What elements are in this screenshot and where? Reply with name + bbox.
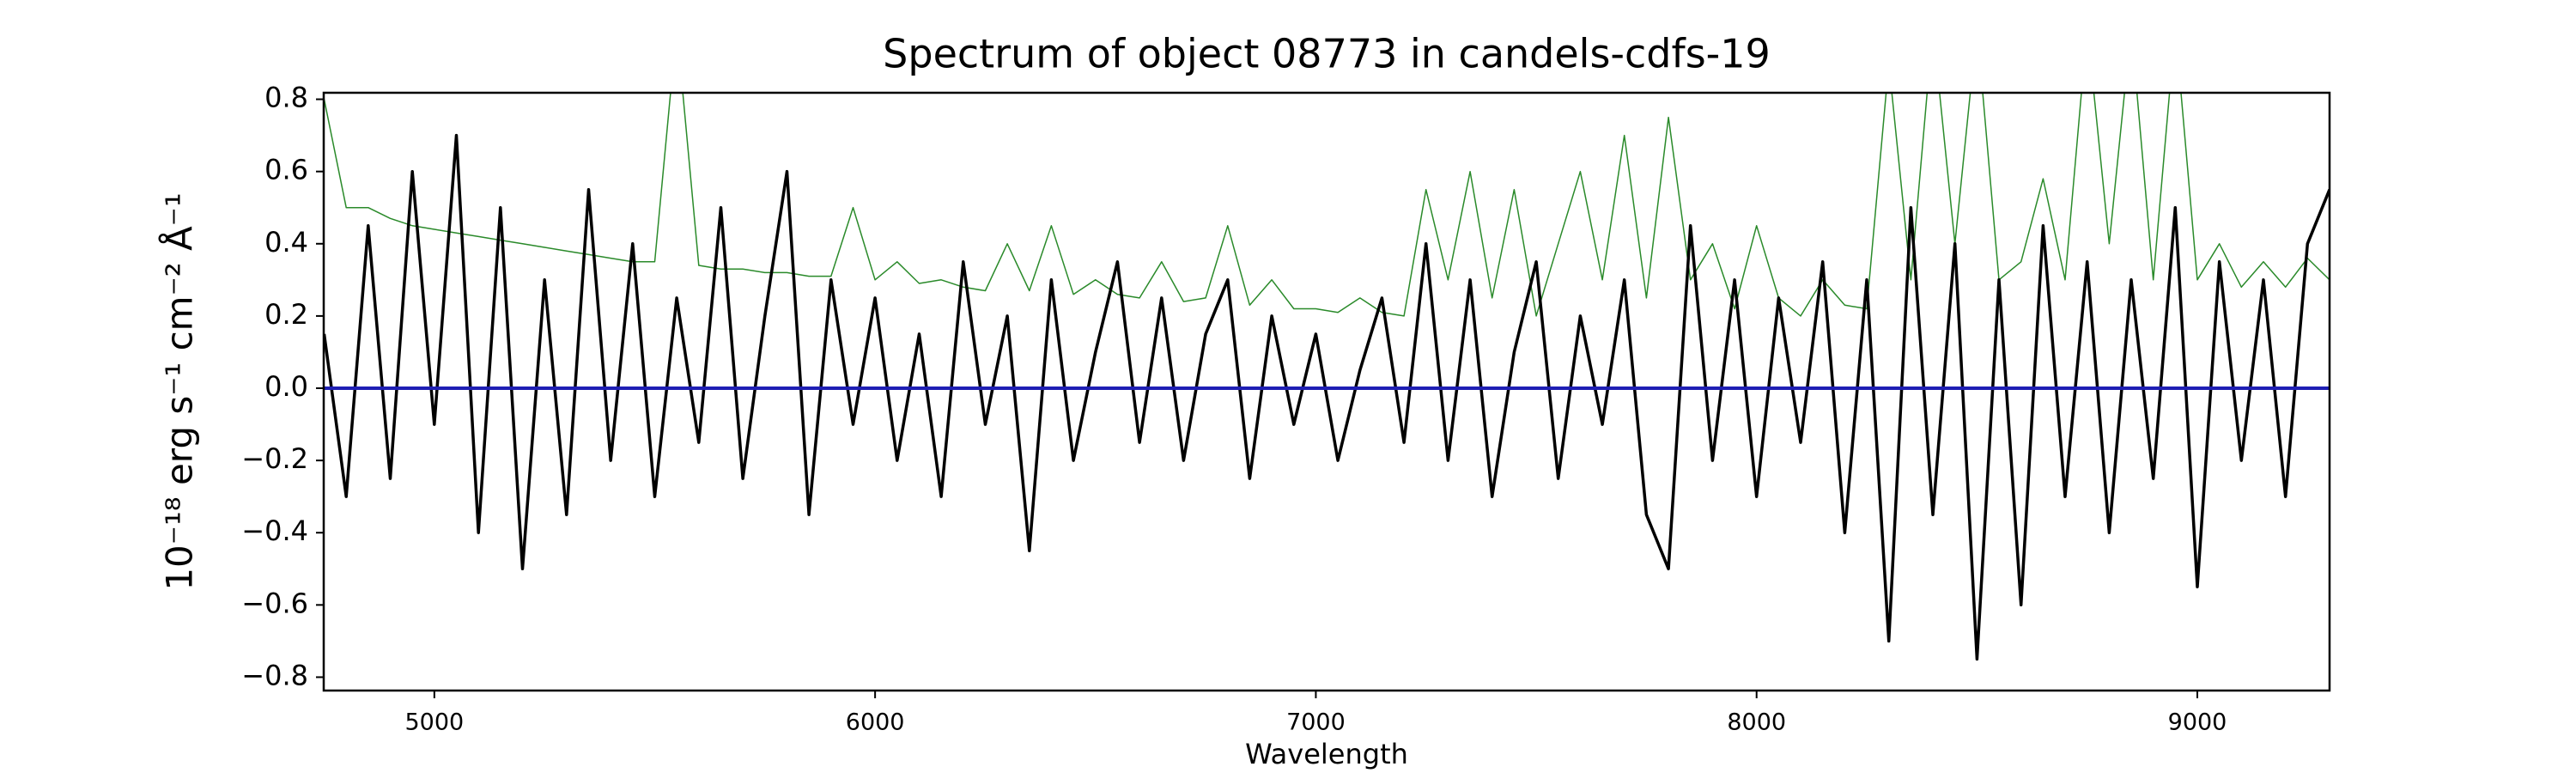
y-axis-label: 10⁻¹⁸ erg s⁻¹ cm⁻² Å⁻¹ — [158, 192, 201, 590]
y-tick-label: −0.6 — [241, 587, 308, 619]
x-tick-label: 7000 — [1286, 709, 1346, 736]
y-tick-label: −0.4 — [241, 514, 308, 547]
y-tick-label: 0.4 — [264, 226, 308, 259]
x-tick-label: 8000 — [1727, 709, 1786, 736]
axes-frame — [322, 91, 2331, 692]
y-tick-label: −0.8 — [241, 659, 308, 691]
y-tick-label: 0.8 — [264, 82, 308, 114]
y-tick-label: 0.6 — [264, 154, 308, 186]
x-tick-label: 5000 — [404, 709, 464, 736]
y-tick-label: 0.0 — [264, 370, 308, 403]
chart-title: Spectrum of object 08773 in candels-cdfs… — [883, 31, 1771, 77]
x-tick-label: 9000 — [2168, 709, 2227, 736]
y-tick-label: −0.2 — [241, 442, 308, 475]
series-line — [324, 93, 2330, 317]
x-axis-label: Wavelength — [1245, 738, 1408, 770]
plot-area — [324, 93, 2330, 661]
series-line — [324, 133, 2330, 661]
x-tick-label: 6000 — [846, 709, 905, 736]
y-tick-label: 0.2 — [264, 298, 308, 331]
